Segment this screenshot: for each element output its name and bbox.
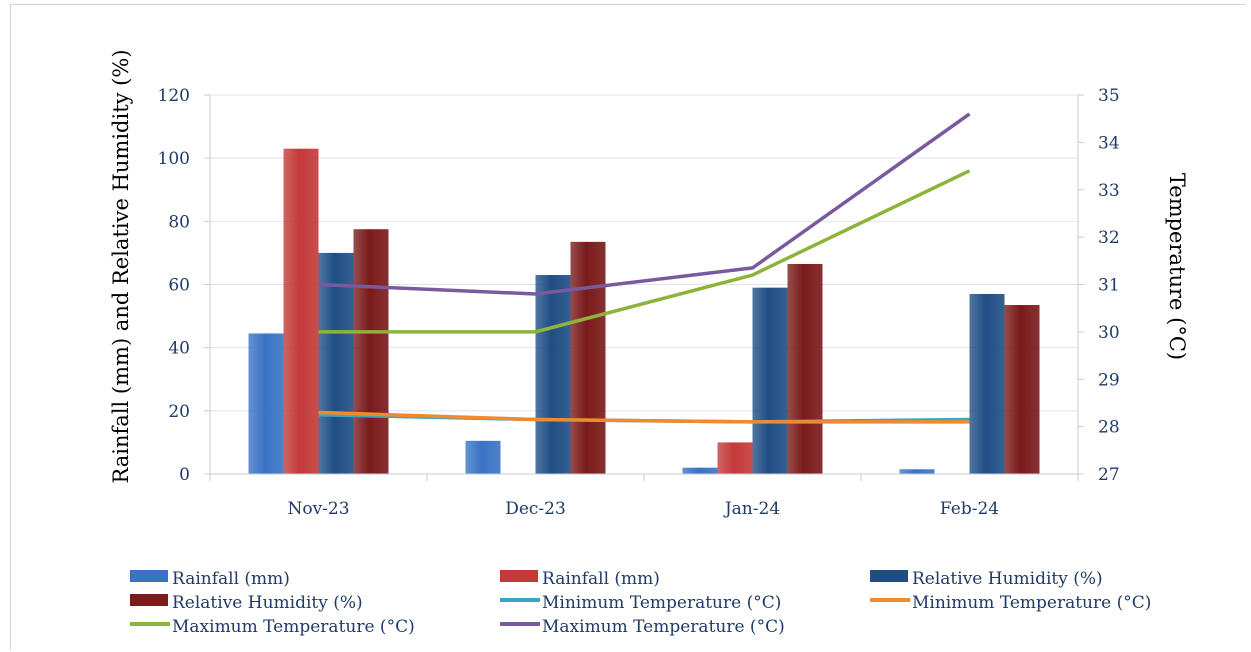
left-tick-label: 40 [168,339,190,359]
left-tick-label: 120 [158,86,190,106]
series-line [318,169,971,334]
bar [717,442,753,474]
right-tick-label: 28 [1098,418,1120,438]
x-tick-label: Nov-23 [287,499,349,519]
bar [682,467,718,474]
bar [465,440,501,474]
legend-label: Maximum Temperature (°C) [542,617,785,637]
legend-swatch [130,594,168,606]
left-tick-label: 60 [168,276,190,296]
bars [248,148,1040,475]
right-tick-label: 31 [1098,276,1120,296]
right-tick-label: 32 [1098,228,1120,248]
chart-frame [10,4,1246,650]
right-axis-title: Temperature (°C) [1165,173,1189,360]
legend-label: Rainfall (mm) [542,569,660,589]
series-line [318,112,971,296]
right-tick-label: 30 [1098,323,1120,343]
bar [283,148,319,475]
left-tick-label: 0 [179,465,190,485]
bar [787,263,823,474]
right-tick-label: 27 [1098,465,1120,485]
bar [570,241,606,474]
bar [969,293,1005,474]
left-tick-label: 20 [168,402,190,422]
legend-label: Rainfall (mm) [172,569,290,589]
legend-label: Minimum Temperature (°C) [542,593,781,613]
bar [1004,305,1040,474]
axes: 0 20 40 60 80 100 120 27 28 29 30 31 32 33 34 35 Nov-23 D… [109,49,1189,519]
right-tick-label: 33 [1098,181,1120,201]
bar [752,287,788,474]
bar [353,229,389,474]
bar [535,275,571,474]
legend-label: Maximum Temperature (°C) [172,617,415,637]
left-axis-title: Rainfall (mm) and Relative Humidity (%) [109,49,133,483]
legend-swatch [130,570,168,582]
temperature-lines [318,112,971,424]
x-tick-label: Feb-24 [940,499,999,519]
bar [899,469,935,474]
right-tick-label: 29 [1098,370,1120,390]
legend-swatch [870,570,908,582]
legend-label: Minimum Temperature (°C) [912,593,1151,613]
legend-label: Relative Humidity (%) [912,569,1103,589]
legend-label: Relative Humidity (%) [172,593,363,613]
legend-swatch [500,570,538,582]
right-tick-label: 35 [1098,86,1120,106]
x-tick-label: Dec-23 [505,499,566,519]
left-tick-label: 100 [158,149,190,169]
legend: Rainfall (mm) Rainfall (mm) Relative Humid… [130,569,1151,637]
series-line [318,410,970,424]
left-tick-label: 80 [168,212,190,232]
bar [248,333,284,474]
bar [318,252,354,474]
x-tick-label: Jan-24 [723,499,780,519]
right-tick-label: 34 [1098,133,1120,153]
